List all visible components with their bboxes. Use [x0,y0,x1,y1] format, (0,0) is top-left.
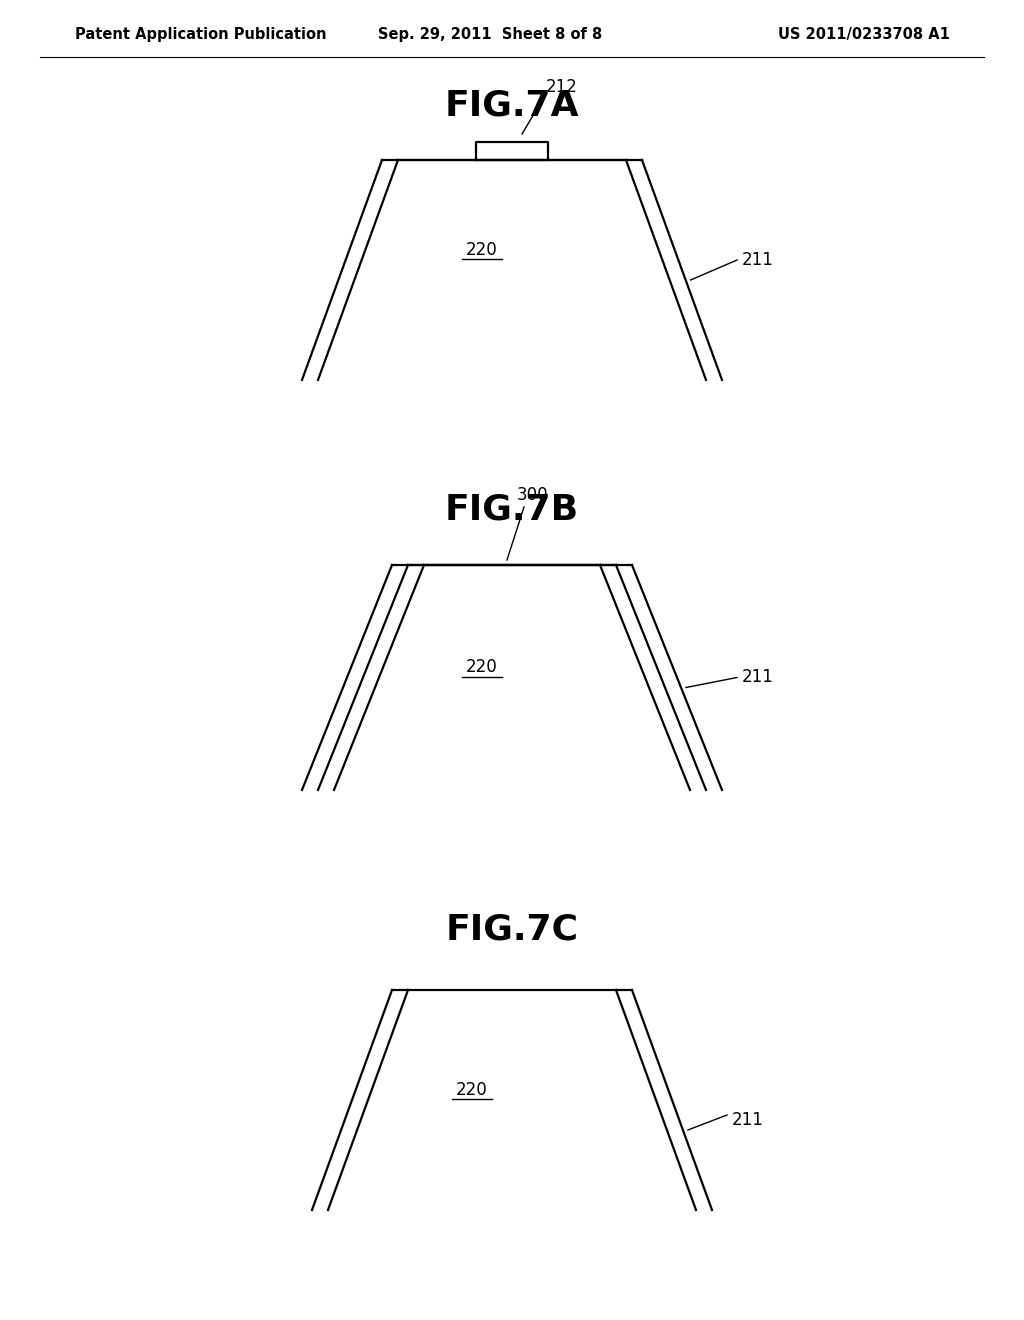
Text: FIG.7A: FIG.7A [444,88,580,121]
Text: 211: 211 [732,1111,764,1129]
Text: FIG.7C: FIG.7C [445,913,579,946]
Text: 211: 211 [742,251,774,269]
Text: 300: 300 [516,486,548,504]
Text: US 2011/0233708 A1: US 2011/0233708 A1 [778,28,950,42]
Text: 220: 220 [466,659,498,676]
Text: 220: 220 [456,1081,487,1100]
Text: 212: 212 [546,78,578,96]
Text: Patent Application Publication: Patent Application Publication [75,28,327,42]
Text: 211: 211 [742,668,774,686]
Text: Sep. 29, 2011  Sheet 8 of 8: Sep. 29, 2011 Sheet 8 of 8 [378,28,602,42]
Text: 220: 220 [466,242,498,259]
Text: FIG.7B: FIG.7B [445,492,579,527]
